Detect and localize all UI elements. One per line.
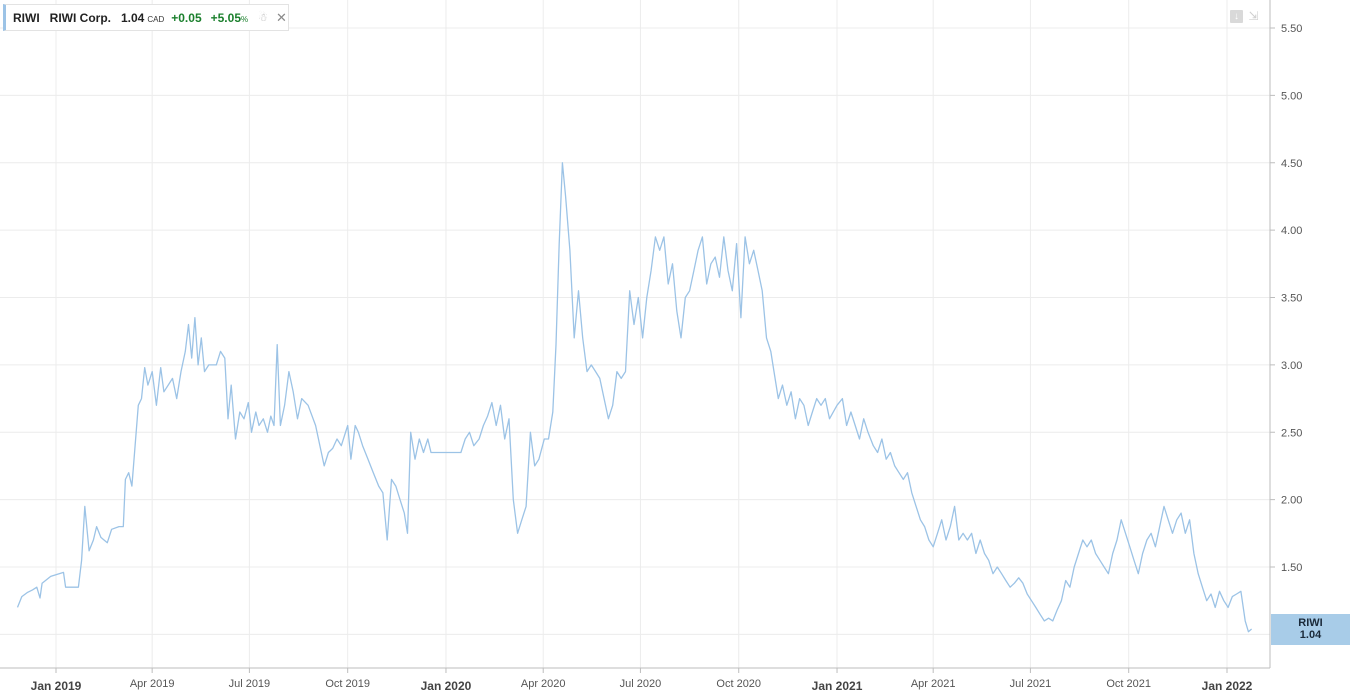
- y-tick-label: 4.00: [1281, 225, 1302, 237]
- x-tick-label: Jul 2020: [620, 678, 662, 690]
- x-tick-label: Jan 2022: [1202, 679, 1253, 693]
- y-tick-label: 1.50: [1281, 562, 1302, 574]
- last-price: 1.04: [121, 10, 145, 25]
- percent-sign: %: [241, 14, 249, 24]
- company-name: RIWI Corp.: [49, 10, 111, 25]
- quote-header: RIWI RIWI Corp. 1.04 CAD +0.05 +5.05 % ☃…: [3, 4, 289, 31]
- x-tick-label: Apr 2021: [911, 678, 956, 690]
- currency-label: CAD: [147, 14, 165, 24]
- x-tick-label: Jan 2019: [31, 679, 82, 693]
- y-tick-label: 3.50: [1281, 293, 1302, 305]
- badge-symbol: RIWI: [1298, 617, 1323, 629]
- x-tick-label: Apr 2019: [130, 678, 175, 690]
- y-tick-label: 5.50: [1281, 23, 1302, 35]
- x-tick-label: Jan 2020: [421, 679, 472, 693]
- collapse-icon[interactable]: ⇲: [1248, 9, 1259, 23]
- y-tick-label: 2.00: [1281, 495, 1302, 507]
- x-tick-label: Jan 2021: [812, 679, 863, 693]
- y-tick-label: 3.00: [1281, 360, 1302, 372]
- download-icon[interactable]: ↓: [1230, 10, 1243, 23]
- x-tick-label: Oct 2020: [716, 678, 761, 690]
- percent-change: +5.05: [210, 10, 241, 25]
- y-tick-label: 5.00: [1281, 90, 1302, 102]
- ticker-symbol[interactable]: RIWI: [13, 10, 40, 25]
- close-icon[interactable]: ✕: [276, 9, 287, 25]
- price-change: +0.05: [171, 10, 202, 25]
- y-tick-label: 2.50: [1281, 427, 1302, 439]
- last-value-badge: RIWI 1.04: [1271, 614, 1350, 645]
- x-tick-label: Oct 2019: [325, 678, 370, 690]
- badge-value: 1.04: [1299, 629, 1322, 641]
- x-tick-label: Oct 2021: [1106, 678, 1151, 690]
- x-tick-label: Jul 2019: [229, 678, 271, 690]
- x-tick-label: Jul 2021: [1010, 678, 1052, 690]
- price-line: [16, 162, 1253, 633]
- chart-toolbar: ↓ ⇲: [1230, 10, 1260, 23]
- y-tick-label: 4.50: [1281, 158, 1302, 170]
- compare-icon[interactable]: ☃: [258, 12, 268, 24]
- x-tick-label: Apr 2020: [521, 678, 566, 690]
